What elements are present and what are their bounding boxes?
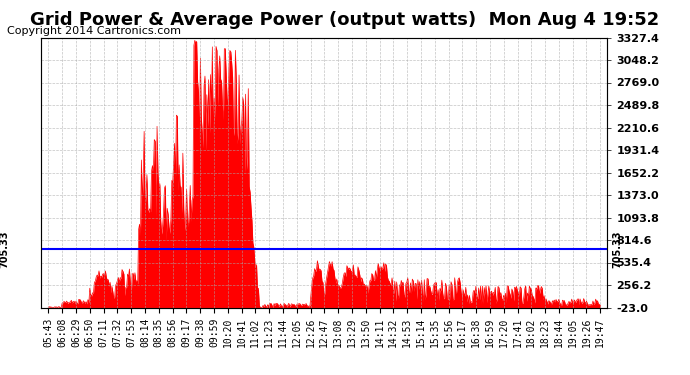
Text: 705.33: 705.33 — [0, 230, 10, 267]
Text: Copyright 2014 Cartronics.com: Copyright 2014 Cartronics.com — [7, 26, 181, 36]
Text: Grid Power & Average Power (output watts)  Mon Aug 4 19:52: Grid Power & Average Power (output watts… — [30, 11, 660, 29]
Text: 705.33: 705.33 — [613, 230, 623, 267]
